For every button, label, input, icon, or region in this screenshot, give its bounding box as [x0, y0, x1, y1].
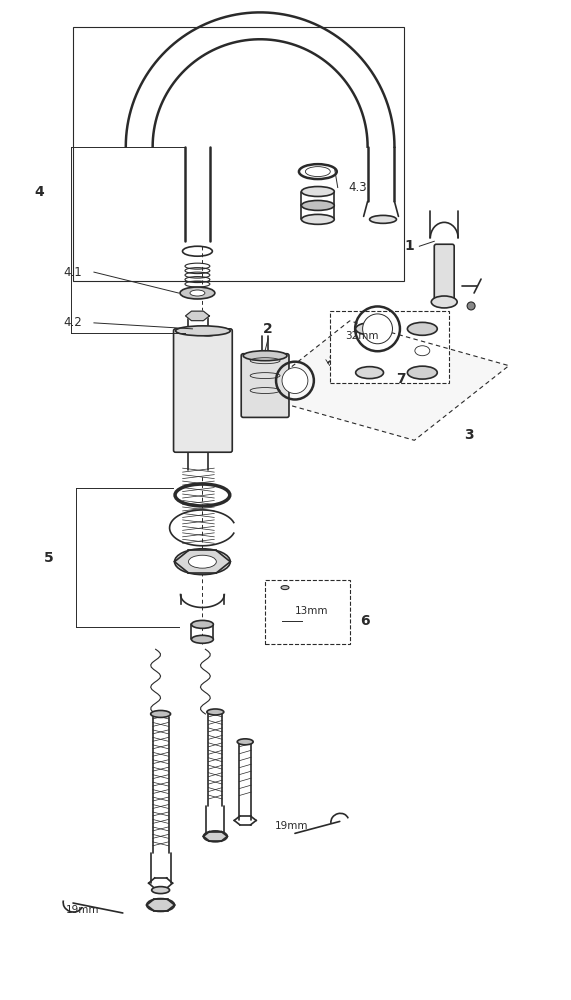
- Ellipse shape: [301, 214, 334, 224]
- Bar: [265, 580, 349, 644]
- Text: 19mm: 19mm: [275, 821, 309, 831]
- Ellipse shape: [191, 620, 214, 628]
- Bar: [330, 311, 449, 383]
- Ellipse shape: [356, 367, 384, 379]
- FancyBboxPatch shape: [241, 354, 289, 417]
- Text: 4.3: 4.3: [348, 181, 367, 194]
- FancyBboxPatch shape: [435, 244, 454, 303]
- Text: 4.1: 4.1: [63, 266, 82, 279]
- FancyBboxPatch shape: [174, 329, 232, 452]
- Text: 4.2: 4.2: [63, 316, 82, 329]
- Ellipse shape: [407, 366, 437, 379]
- Ellipse shape: [407, 322, 437, 335]
- Ellipse shape: [305, 167, 330, 177]
- Bar: [73, 27, 404, 281]
- Ellipse shape: [415, 346, 430, 356]
- Ellipse shape: [207, 709, 224, 715]
- Circle shape: [467, 302, 475, 310]
- Ellipse shape: [431, 296, 457, 308]
- Text: 1: 1: [404, 239, 415, 253]
- Ellipse shape: [151, 710, 171, 717]
- Ellipse shape: [191, 635, 214, 643]
- Text: 5: 5: [45, 551, 54, 565]
- Ellipse shape: [188, 555, 216, 568]
- Text: 13mm: 13mm: [295, 606, 328, 616]
- Ellipse shape: [147, 899, 175, 911]
- Text: 7: 7: [397, 372, 406, 386]
- Ellipse shape: [203, 831, 227, 842]
- Ellipse shape: [363, 314, 392, 344]
- Text: 32mm: 32mm: [345, 331, 379, 341]
- Polygon shape: [186, 311, 210, 321]
- Ellipse shape: [281, 586, 289, 590]
- Ellipse shape: [237, 739, 253, 745]
- Text: 4: 4: [34, 185, 44, 199]
- Ellipse shape: [369, 215, 396, 223]
- Text: 2: 2: [263, 322, 273, 336]
- Ellipse shape: [282, 368, 308, 394]
- Ellipse shape: [301, 200, 334, 210]
- Text: 6: 6: [360, 614, 369, 628]
- Ellipse shape: [180, 287, 215, 299]
- Ellipse shape: [152, 887, 170, 894]
- Ellipse shape: [175, 326, 230, 336]
- Ellipse shape: [301, 187, 334, 196]
- Ellipse shape: [356, 323, 384, 335]
- Text: 19mm: 19mm: [66, 905, 100, 915]
- Ellipse shape: [190, 290, 205, 296]
- Polygon shape: [255, 321, 509, 440]
- Ellipse shape: [175, 549, 230, 575]
- Ellipse shape: [243, 351, 287, 361]
- Text: 3: 3: [464, 428, 474, 442]
